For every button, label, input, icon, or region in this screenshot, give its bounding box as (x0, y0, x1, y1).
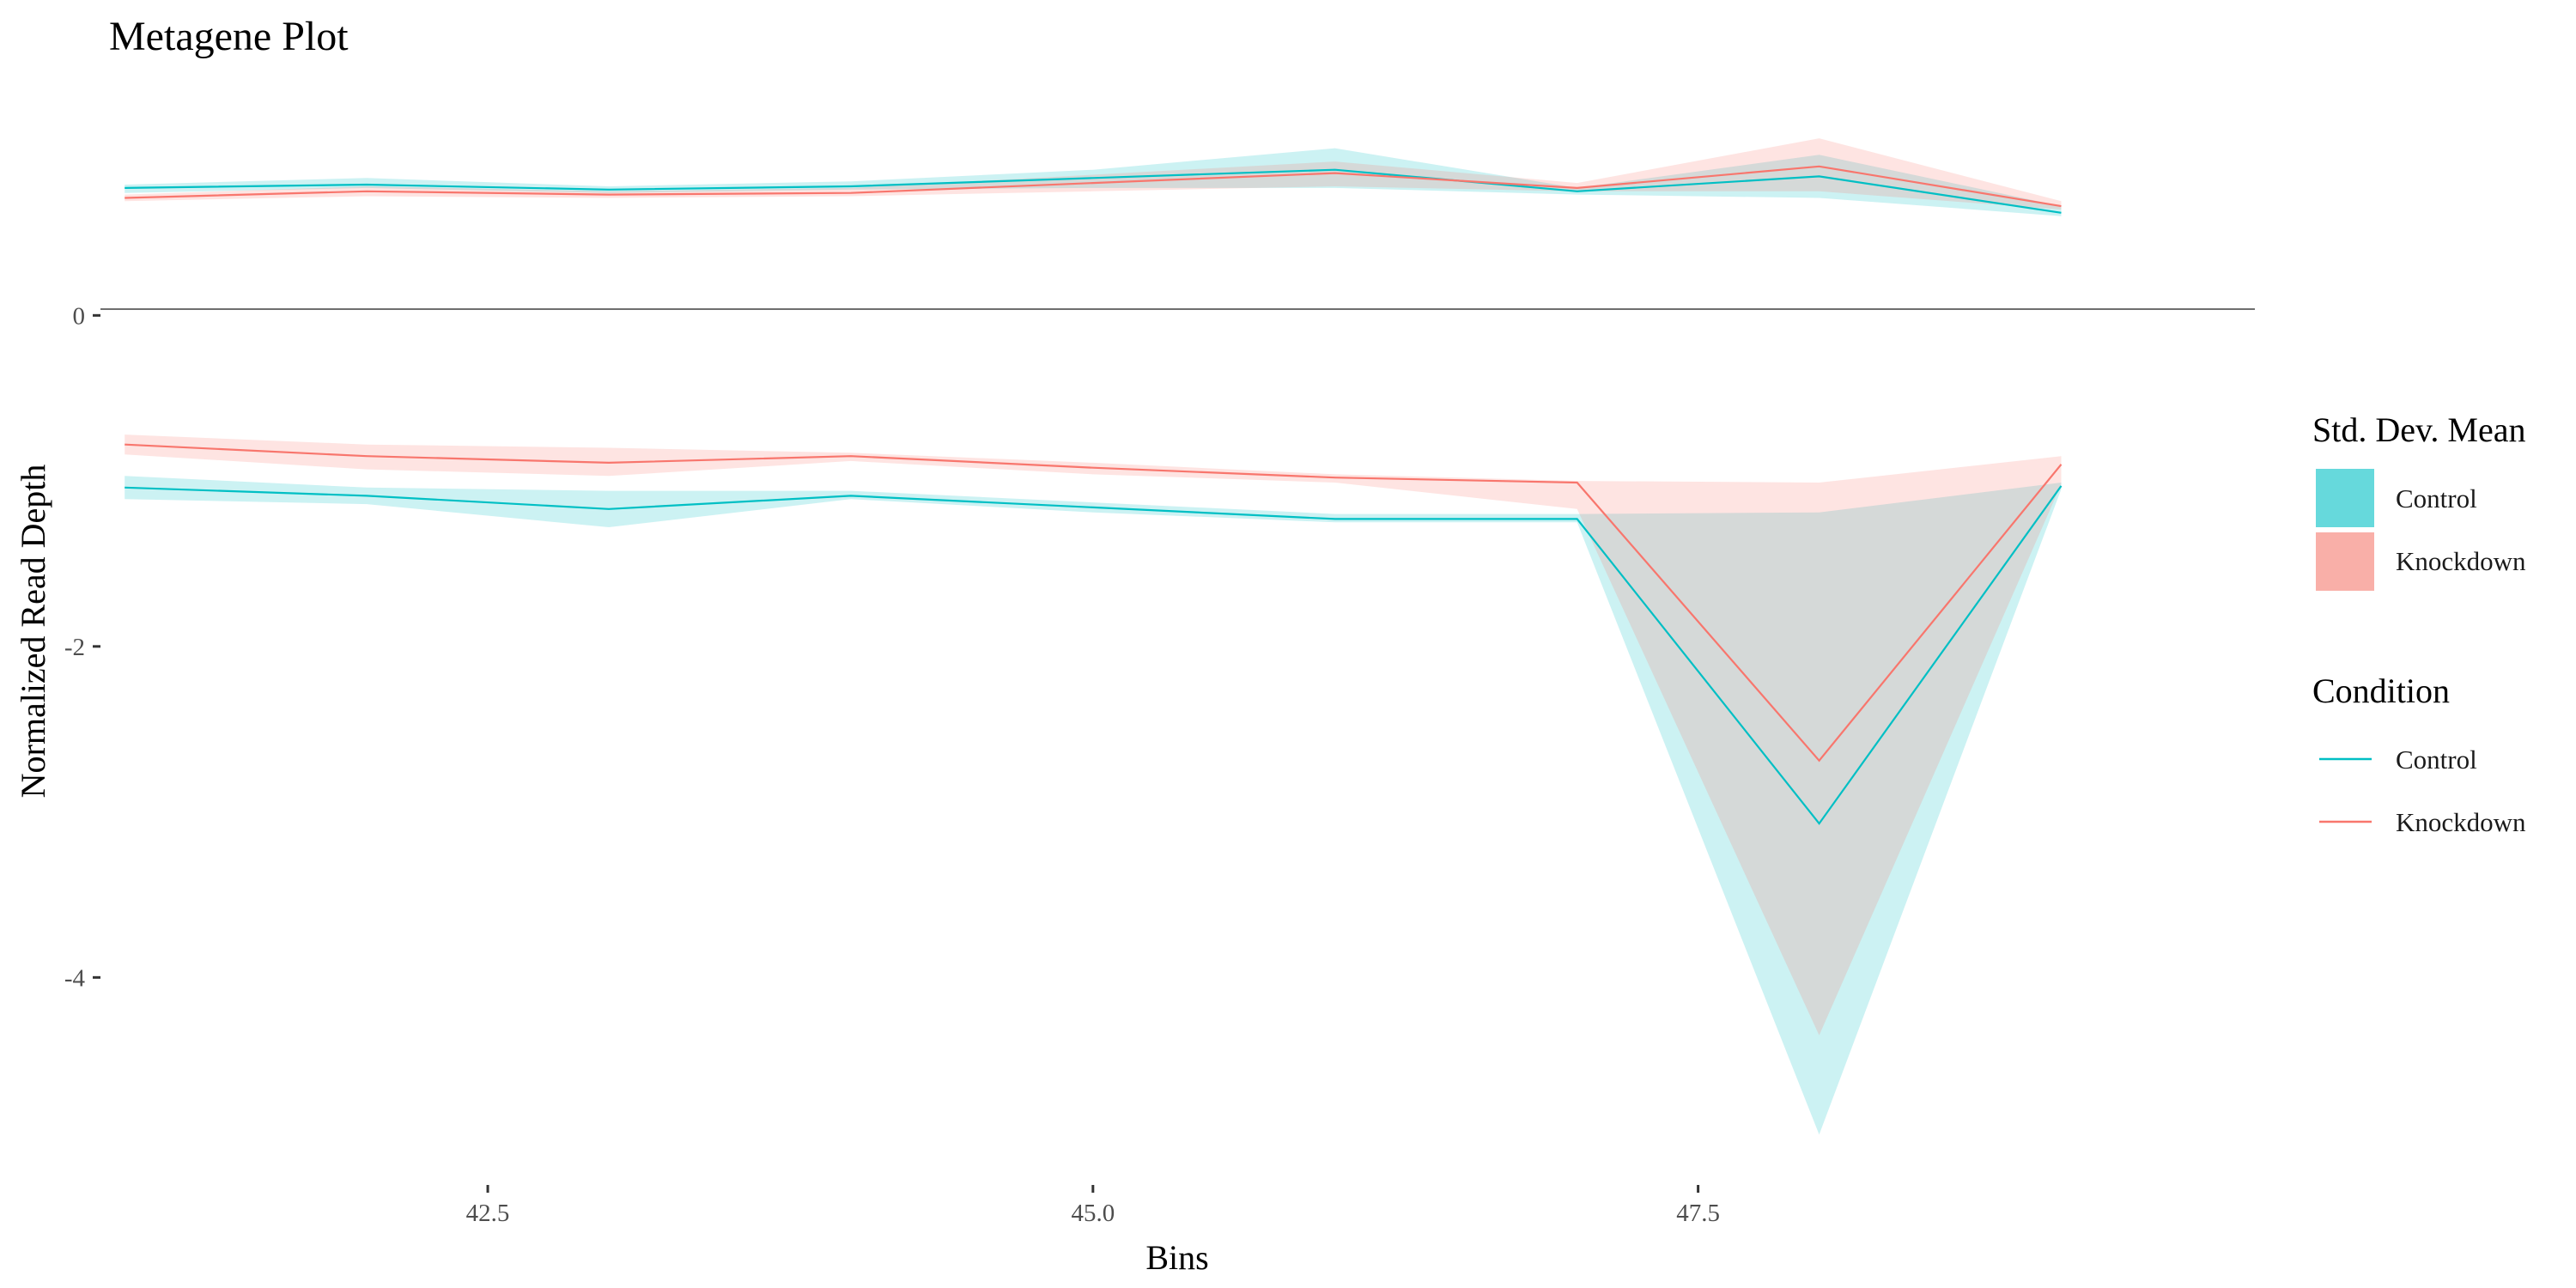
legend-fill-label-knockdown: Knockdown (2396, 546, 2526, 576)
x-tick-label: 42.5 (466, 1200, 510, 1227)
line-upper-knockdown (125, 165, 2062, 208)
legend-fill: Std. Dev. Mean Control Knockdown (2312, 410, 2526, 591)
legend-fill-key-knockdown (2316, 532, 2374, 591)
ribbon-upper-knockdown (125, 138, 2062, 210)
legend-fill-key-control (2316, 469, 2374, 527)
y-axis: 0 -2 -4 (64, 302, 100, 992)
line-lower-control (125, 485, 2063, 825)
legend-line-title: Condition (2312, 671, 2450, 710)
line-upper-control (125, 168, 2062, 214)
y-axis-title: Normalized Read Depth (14, 465, 52, 799)
legend-fill-title: Std. Dev. Mean (2312, 410, 2525, 449)
legend-line-label-knockdown: Knockdown (2396, 807, 2526, 837)
legend-fill-label-control: Control (2396, 483, 2477, 513)
mean-lines (125, 165, 2063, 825)
ribbon-lower-control (125, 476, 2062, 1135)
x-axis: 42.5 45.0 47.5 (466, 1185, 1720, 1227)
x-axis-title: Bins (1145, 1238, 1208, 1277)
chart-title: Metagene Plot (109, 14, 349, 59)
y-tick-label: -4 (64, 964, 86, 992)
legend-line-label-control: Control (2396, 744, 2477, 775)
x-tick-label: 45.0 (1071, 1200, 1115, 1227)
legend-line: Condition Control Knockdown (2312, 671, 2526, 837)
sd-ribbons (125, 138, 2062, 1135)
y-tick-label: 0 (73, 302, 86, 330)
y-tick-label: -2 (64, 634, 85, 661)
x-tick-label: 47.5 (1676, 1200, 1720, 1227)
ribbon-lower-knockdown (125, 434, 2062, 1036)
line-lower-knockdown (125, 443, 2063, 762)
